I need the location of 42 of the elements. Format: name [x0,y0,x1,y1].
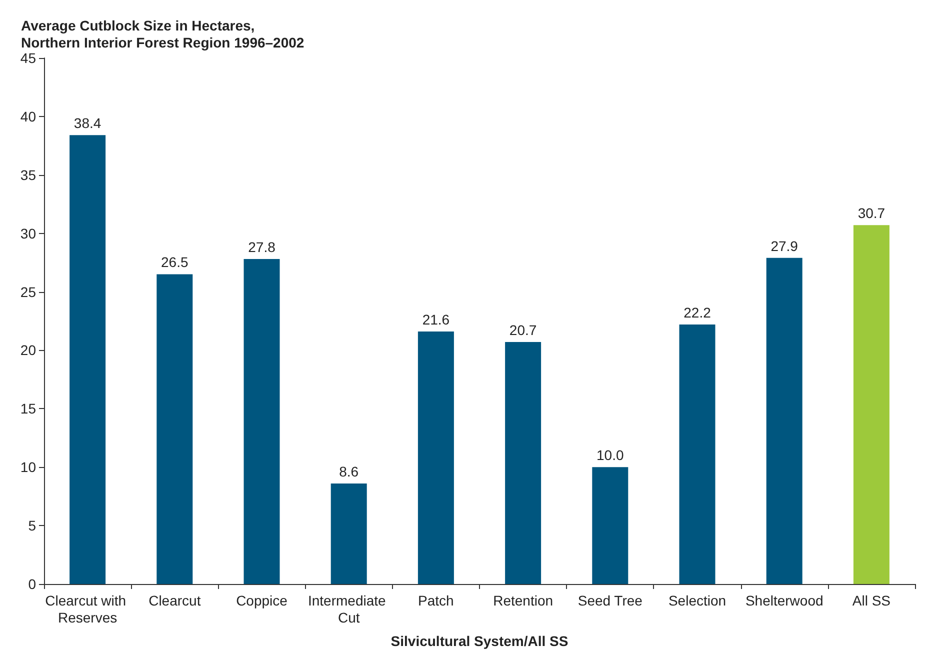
bar [70,135,106,584]
bar [766,258,802,584]
y-tick-label: 25 [20,284,36,300]
y-tick-label: 40 [20,108,36,124]
y-tick-label: 0 [28,576,36,592]
data-label: 21.6 [422,312,450,328]
x-tick-label: Seed Tree [578,592,643,608]
bar [330,483,367,584]
data-label: 22.2 [684,304,712,321]
data-label: 38.4 [74,115,102,132]
y-tick-label: 35 [20,166,36,183]
y-tick-label: 45 [20,50,36,66]
data-label: 20.7 [509,322,537,338]
y-tick-label: 5 [28,518,36,534]
y-tick-label: 15 [20,400,36,417]
x-tick-label: Intermediate Cut [308,592,390,626]
bar [156,274,193,584]
x-tick-label: Selection [668,592,726,608]
y-tick-label: 30 [20,225,36,242]
x-tick-label: Patch [418,592,454,608]
bar [505,342,542,584]
x-tick-label: Coppice [236,592,288,608]
x-tick-label: Shelterwood [745,592,824,608]
bar [853,225,890,584]
data-label: 10.0 [596,447,624,464]
data-label: 27.9 [770,238,798,254]
y-tick-label: 20 [20,342,36,358]
x-tick-label: Clearcut [148,592,201,608]
bar [679,324,716,584]
data-label: 26.5 [161,254,188,270]
data-label: 8.6 [339,463,359,480]
y-tick-label: 10 [20,459,36,476]
x-tick-label: Clearcut with Reserves [45,592,130,626]
chart-title: Average Cutblock Size in Hectares, Northern Interior Forest Region 1996–2002 [21,18,304,50]
bar [418,332,454,584]
x-tick-label: All SS [852,592,891,608]
data-label: 27.8 [248,239,276,256]
bar [592,467,628,584]
data-label: 30.7 [858,205,886,222]
x-axis-title: Silvicultural System/All SS [390,633,568,649]
x-tick-label: Retention [493,592,554,608]
bar [244,259,280,584]
